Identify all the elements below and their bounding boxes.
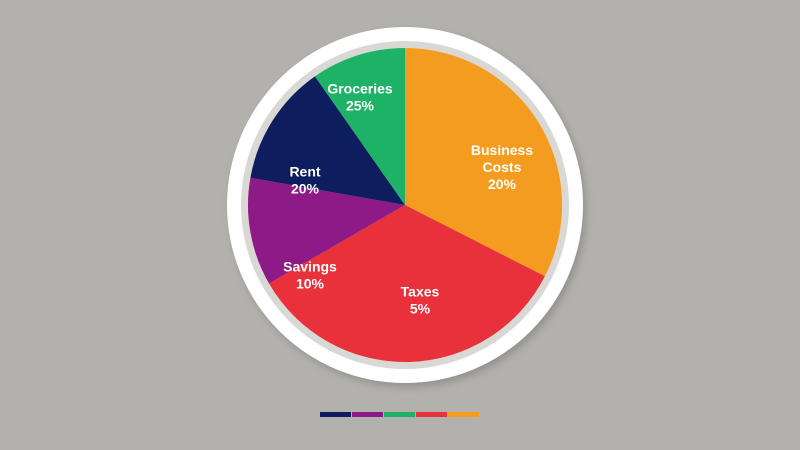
pie-slices bbox=[247, 48, 562, 362]
slice-label-business-costs-name: Business bbox=[471, 142, 533, 158]
color-key-segment bbox=[448, 412, 479, 417]
slice-label-groceries-name: Groceries bbox=[327, 81, 393, 97]
slice-label-groceries-value: 25% bbox=[346, 98, 375, 114]
slice-label-rent-value: 20% bbox=[291, 181, 320, 197]
pie-slice-savings bbox=[247, 177, 405, 284]
pie-labels: BusinessCosts20%Taxes5%Savings10%Rent20%… bbox=[283, 81, 533, 317]
slice-label-business-costs-value: 20% bbox=[488, 176, 517, 192]
slice-label-savings-name: Savings bbox=[283, 259, 337, 275]
color-key-segment bbox=[320, 412, 351, 417]
slice-label-taxes-name: Taxes bbox=[401, 284, 440, 300]
color-key-segment bbox=[352, 412, 383, 417]
color-key-bar bbox=[320, 412, 479, 417]
pie-slice-groceries bbox=[314, 48, 405, 205]
pie-slice-business-costs bbox=[405, 48, 562, 277]
slice-label-savings-value: 10% bbox=[296, 276, 325, 292]
slice-label-business-costs-name: Costs bbox=[483, 159, 522, 175]
color-key-segment bbox=[416, 412, 447, 417]
pie-slice-rent bbox=[250, 76, 405, 205]
color-key-segment bbox=[384, 412, 415, 417]
pie-slice-taxes bbox=[269, 205, 545, 362]
slice-label-rent-name: Rent bbox=[289, 164, 320, 180]
slice-label-taxes-value: 5% bbox=[410, 301, 431, 317]
